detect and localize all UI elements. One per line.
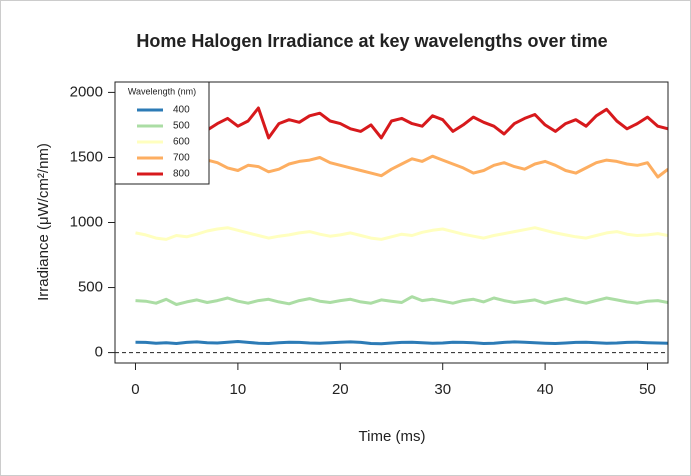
legend-label: 600 [173, 137, 190, 148]
legend-label: 700 [173, 153, 190, 164]
x-tick-label: 50 [639, 381, 656, 398]
chart-title: Home Halogen Irradiance at key wavelengt… [136, 31, 607, 51]
y-axis-label: Irradiance (μW/cm²/nm) [35, 143, 52, 301]
y-tick-label: 2000 [70, 83, 103, 100]
series-line [135, 226, 668, 241]
y-tick-label: 1000 [70, 213, 103, 230]
y-tick-label: 0 [95, 344, 103, 361]
series-line [135, 295, 668, 306]
x-tick-label: 0 [131, 381, 139, 398]
x-tick-label: 10 [230, 381, 247, 398]
x-tick-label: 40 [537, 381, 554, 398]
x-tick-label: 20 [332, 381, 349, 398]
plot-area [115, 106, 668, 354]
y-tick-label: 500 [78, 279, 103, 296]
legend: Wavelength (nm) 400 500 600 700 800 [114, 81, 210, 185]
series-line [135, 340, 668, 346]
legend-title: Wavelength (nm) [128, 86, 196, 96]
plot-border [114, 81, 669, 364]
legend-box [114, 81, 210, 185]
legend-label: 800 [173, 169, 190, 180]
series-line [134, 106, 668, 140]
y-tick-label: 1500 [70, 148, 103, 165]
x-axis-label: Time (ms) [359, 428, 426, 445]
legend-label: 500 [173, 121, 190, 132]
series-line [135, 154, 668, 179]
x-tick-label: 30 [434, 381, 451, 398]
legend-label: 400 [173, 105, 190, 116]
